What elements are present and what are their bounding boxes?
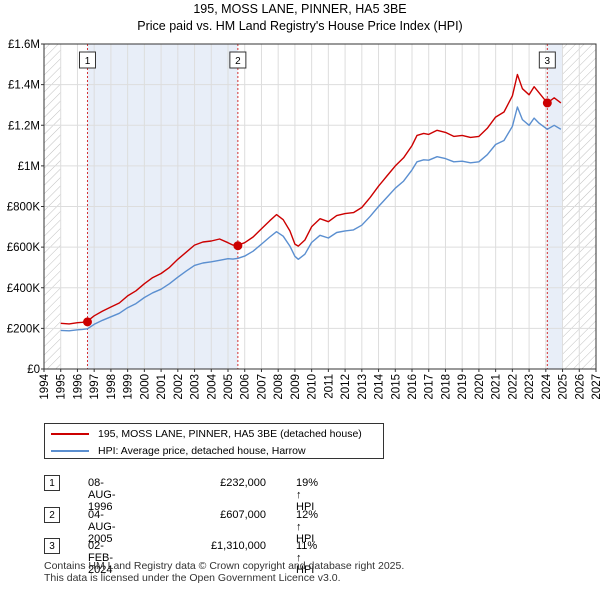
x-tick-label: 1994 (39, 373, 51, 399)
footer-copyright: Contains HM Land Registry data © Crown c… (44, 560, 405, 572)
y-tick-label: £0 (27, 364, 40, 376)
x-tick-label: 2000 (139, 374, 151, 400)
chart-badge-box (229, 51, 247, 69)
chart-badge-box (538, 51, 556, 69)
x-tick-label: 2013 (357, 374, 369, 400)
x-tick-label: 2017 (424, 374, 436, 400)
x-tick-label: 1997 (89, 374, 101, 400)
x-tick-label: 2021 (491, 374, 503, 400)
x-tick-label: 2002 (173, 374, 185, 400)
x-tick-label: 2027 (591, 374, 600, 400)
chart-title: 195, MOSS LANE, PINNER, HA5 3BE (193, 2, 407, 16)
x-tick-label: 2006 (240, 374, 252, 400)
transaction-price: £1,310,000 (210, 540, 266, 552)
transaction-hpi: 19% ↑ HPI (296, 477, 319, 513)
y-tick-label: £1M (18, 161, 40, 173)
transaction-hpi: 12% ↑ HPI (296, 509, 319, 545)
transaction-date: 02-FEB-2024 (88, 540, 114, 576)
sale-point (82, 317, 92, 327)
transaction-hpi: 11% ↑ HPI (296, 540, 318, 576)
x-tick-label: 2023 (524, 374, 536, 400)
legend-label-property: 195, MOSS LANE, PINNER, HA5 3BE (detache… (98, 428, 362, 440)
y-tick-label: £200K (7, 323, 41, 335)
x-tick-label: 2019 (457, 374, 469, 400)
transaction-date: 04-AUG-2005 (88, 509, 116, 545)
sale-point (233, 241, 243, 251)
x-tick-label: 2024 (541, 373, 553, 399)
chart-subtitle: Price paid vs. HM Land Registry's House … (137, 19, 463, 33)
footer-licence: This data is licensed under the Open Gov… (44, 572, 341, 584)
x-tick-label: 2012 (340, 374, 352, 400)
x-tick-label: 2015 (390, 374, 402, 400)
legend-swatch-hpi (51, 450, 89, 452)
x-tick-label: 2001 (156, 374, 168, 400)
sale-point (542, 98, 552, 108)
transaction-price: £232,000 (220, 477, 266, 489)
x-tick-label: 2003 (190, 374, 202, 400)
x-tick-label: 2022 (507, 374, 519, 400)
hpi-line (60, 106, 562, 332)
x-tick-label: 2004 (206, 373, 218, 399)
x-tick-label: 2025 (558, 374, 570, 400)
y-tick-label: £1.6M (8, 39, 40, 51)
chart-legend: 195, MOSS LANE, PINNER, HA5 3BE (detache… (44, 423, 384, 459)
chart-badge-label: 1 (85, 56, 91, 67)
x-tick-label: 2016 (407, 374, 419, 400)
x-tick-label: 2005 (223, 374, 235, 400)
x-tick-label: 2018 (440, 374, 452, 400)
x-tick-label: 1998 (106, 374, 118, 400)
x-tick-label: 2010 (307, 374, 319, 400)
y-tick-label: £1.2M (8, 120, 40, 132)
y-tick-label: £600K (7, 242, 41, 254)
chart-badge-label: 2 (235, 56, 241, 67)
chart-badge-box (78, 51, 96, 69)
x-tick-label: 1999 (123, 374, 135, 400)
x-tick-label: 2008 (273, 374, 285, 400)
legend-swatch-property (51, 433, 89, 435)
transaction-badge: 3 (44, 538, 60, 554)
legend-item-property: 195, MOSS LANE, PINNER, HA5 3BE (detache… (51, 426, 362, 442)
y-tick-label: £1.4M (8, 80, 40, 92)
property-price-line (60, 73, 562, 325)
x-tick-label: 2009 (290, 374, 302, 400)
transaction-badge: 2 (44, 507, 60, 523)
y-tick-label: £800K (7, 202, 41, 214)
y-tick-label: £400K (7, 283, 41, 295)
x-tick-label: 2026 (574, 374, 586, 400)
x-tick-label: 2020 (474, 374, 486, 400)
x-tick-label: 1995 (56, 374, 68, 400)
price-chart: £0 £200K £400K £600K £800K £1M £1.2M £1.4M £1.6M… (7, 39, 600, 400)
x-tick-label: 2007 (256, 374, 268, 400)
legend-label-hpi: HPI: Average price, detached house, Harr… (98, 445, 306, 457)
x-tick-label: 2011 (323, 374, 335, 399)
x-tick-label: 2014 (374, 373, 386, 399)
transaction-price: £607,000 (220, 509, 266, 521)
x-tick-label: 1996 (72, 374, 84, 400)
legend-item-hpi: HPI: Average price, detached house, Harr… (51, 443, 306, 459)
transaction-badge: 1 (44, 475, 60, 491)
chart-badge-label: 3 (545, 56, 551, 67)
transaction-date: 08-AUG-1996 (88, 477, 116, 513)
